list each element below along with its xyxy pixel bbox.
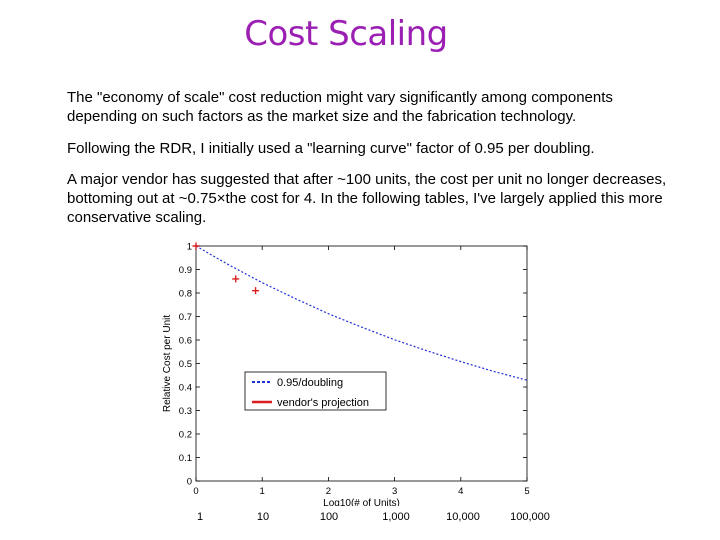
y-tick-label: 0.8 (179, 289, 192, 300)
y-tick-label: 1 (187, 242, 192, 253)
unit-label: 1 (196, 511, 204, 523)
vendor-data-point (192, 242, 200, 250)
x-tick-label: 0 (193, 486, 198, 497)
vendor-data-point (232, 275, 240, 283)
unit-label: 10 (256, 511, 270, 523)
series-line-learning-curve (195, 245, 528, 381)
unit-label: 100,000 (510, 511, 550, 523)
y-tick-label: 0.5 (179, 359, 192, 370)
paragraph-economy-of-scale: The "economy of scale" cost reduction mi… (67, 89, 613, 125)
slide-title: Cost Scaling (244, 14, 448, 54)
legend-box (244, 371, 387, 411)
paragraph-learning-curve: Following the RDR, I initially used a "l… (67, 140, 595, 157)
unit-label: 100 (319, 511, 339, 523)
y-tick-label: 0.2 (179, 430, 192, 441)
x-tick-label: 4 (458, 486, 463, 497)
y-tick-label: 0.6 (179, 336, 192, 347)
vendor-data-point (252, 287, 260, 295)
y-axis-label: Relative Cost per Unit (162, 315, 173, 412)
y-tick-label: 0.7 (179, 312, 192, 323)
legend-label: vendor's projection (277, 397, 369, 409)
x-tick-label: 5 (524, 486, 529, 497)
unit-label: 10,000 (446, 511, 480, 523)
y-tick-label: 0.9 (179, 265, 192, 276)
x-tick-label: 2 (326, 486, 331, 497)
y-tick-label: 0.4 (179, 383, 192, 394)
y-tick-label: 0.3 (179, 406, 192, 417)
x-tick-label: 3 (392, 486, 397, 497)
y-tick-label: 0 (187, 477, 192, 488)
unit-label: 1,000 (382, 511, 410, 523)
cost-scaling-chart: 0 0.1 0.2 0.3 0.4 0.5 0.6 0.7 0.8 0.9 1 0 1 2 3 4 5 Log10… (162, 242, 530, 507)
x-tick-label: 1 (260, 486, 265, 497)
x-axis-label: Log10(# of Units) (323, 498, 400, 506)
paragraph-vendor-suggestion: A major vendor has suggested that after … (67, 171, 667, 226)
plot-frame (195, 245, 528, 482)
legend-label: 0.95/doubling (277, 377, 343, 389)
y-tick-label: 0.1 (179, 453, 192, 464)
